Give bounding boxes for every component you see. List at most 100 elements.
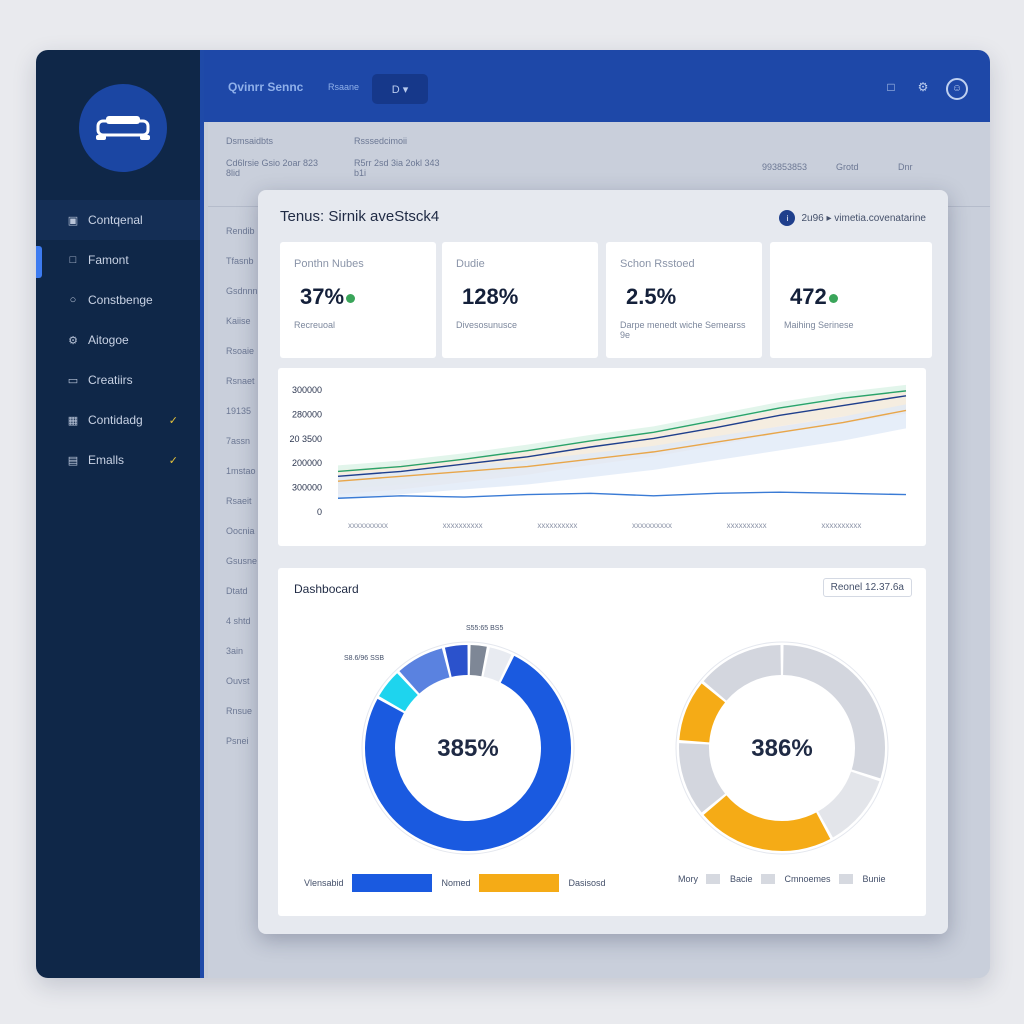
- background-list-item: Ouvst: [226, 676, 250, 686]
- kpi-value-text: 37%: [300, 284, 345, 309]
- sidebar-item-3[interactable]: ○ Constbenge: [36, 280, 200, 320]
- briefcase-icon: ▣: [67, 214, 79, 227]
- kpi-value: 128%: [462, 284, 518, 310]
- header-subtitle: Rsaane: [328, 82, 360, 92]
- legend-swatch: [706, 874, 720, 884]
- legend-left: Vlensabid Nomed Dasisosd: [304, 874, 614, 892]
- sidebar-item-4[interactable]: ⚙ Aitogoe: [36, 320, 200, 360]
- donut-slice[interactable]: [483, 647, 512, 682]
- sidebar-item-5[interactable]: ▭ Creatiirs: [36, 360, 200, 400]
- profile-icon[interactable]: ☺: [946, 78, 968, 100]
- gear-icon[interactable]: ⚙: [917, 80, 929, 94]
- sidebar-item-2[interactable]: □ Famont: [36, 240, 200, 280]
- sidebar-item-label: Contidadg: [88, 413, 143, 427]
- background-list-item: Gsdnnn: [226, 286, 258, 296]
- donut-slice[interactable]: [703, 794, 831, 851]
- donut-slice[interactable]: [444, 645, 469, 677]
- toolbar-item-1[interactable]: 993853853: [762, 162, 808, 172]
- donut-slice[interactable]: [817, 771, 880, 838]
- modal-meta[interactable]: i 2u96 ▸ vimetia.covenatarine: [779, 210, 926, 226]
- area-band: [338, 404, 906, 500]
- x-tick-label: xxxxxxxxxx: [443, 521, 483, 530]
- dashboard-title: Dashbocard: [294, 582, 359, 596]
- document-icon: □: [69, 254, 77, 266]
- kpi-subtext: Recreuoal: [294, 320, 336, 330]
- legend-swatch: [478, 874, 559, 892]
- x-tick-label: xxxxxxxxxx: [632, 521, 672, 530]
- filter-value-2: R5rr 2sd 3ia 2okl 343 b1i: [354, 158, 440, 178]
- legend-swatch: [351, 874, 432, 892]
- donut-callout: S8.6/96 SSB: [344, 655, 384, 662]
- header-title: Qvinrr Sennc: [228, 80, 304, 94]
- background-list-item: Psnei: [226, 736, 249, 746]
- background-list-item: 19135: [226, 406, 252, 416]
- y-tick-label: 20 3500: [289, 434, 322, 444]
- dashboard-badge[interactable]: Reonel 12.37.6a: [822, 578, 912, 597]
- sidebar-item-6[interactable]: ▦ Contidadg ✓: [36, 400, 200, 440]
- donut-slice[interactable]: [399, 648, 451, 694]
- header-dropdown-button[interactable]: D ▾: [372, 74, 428, 104]
- sidebar-item-label: Emalls: [88, 453, 125, 467]
- app-logo[interactable]: [79, 84, 167, 172]
- donut-slice[interactable]: [379, 673, 419, 712]
- background-list-item: Oocnia: [226, 526, 255, 536]
- background-list-item: Rsoaie: [226, 346, 255, 356]
- kpi-value-text: 2.5%: [626, 284, 677, 309]
- toolbar-item-2[interactable]: Grotd: [836, 162, 859, 172]
- x-tick-label: xxxxxxxxxx: [727, 521, 767, 530]
- donut-slice[interactable]: [469, 645, 487, 677]
- x-tick-label: xxxxxxxxxx: [821, 521, 861, 530]
- filter-label-2[interactable]: Rsssedcimoii: [354, 136, 408, 146]
- header-actions: □ ⚙ ☺: [882, 78, 968, 100]
- donut-slice[interactable]: [365, 655, 571, 851]
- kpi-card-4[interactable]: 472 Maihing Serinese: [770, 242, 932, 358]
- sidebar-item-7[interactable]: ▤ Emalls ✓: [36, 440, 200, 480]
- sidebar-item-label: Contqenal: [88, 213, 143, 227]
- check-icon: ✓: [168, 414, 178, 427]
- donut-chart-right: 386%: [675, 641, 889, 855]
- background-list-item: Rsnaet: [226, 376, 255, 386]
- legend-label: Mory: [678, 874, 698, 884]
- toolbar-item-3[interactable]: Dnr: [898, 162, 913, 172]
- sidebar-item-label: Constbenge: [88, 293, 153, 307]
- background-list-item: 7assn: [226, 436, 251, 446]
- line-chart-card: 300000 280000 20 3500 200000 300000 0 xxxxxxxx…: [278, 368, 926, 546]
- kpi-label: Dudie: [456, 258, 485, 270]
- kpi-label: Ponthn Nubes: [294, 258, 364, 270]
- kpi-card-1[interactable]: Ponthn Nubes 37% Recreuoal: [280, 242, 436, 358]
- background-list-item: 1mstao: [226, 466, 256, 476]
- legend-label: Dasisosd: [568, 878, 606, 888]
- car-icon: [96, 116, 150, 140]
- donut-slice[interactable]: [703, 645, 782, 702]
- background-list-item: 4 shtd: [226, 616, 251, 626]
- sidebar-item-label: Creatiirs: [88, 373, 133, 387]
- bell-icon[interactable]: □: [887, 80, 895, 94]
- donut-center-label: 386%: [751, 735, 812, 762]
- legend-label: Bunie: [862, 874, 886, 884]
- legend-label: Vlensabid: [304, 878, 344, 888]
- kpi-card-2[interactable]: Dudie 128% Divesosunusce: [442, 242, 598, 358]
- series-line: [337, 491, 907, 499]
- legend-right: Mory Bacie Cmnoemes Bunie: [678, 874, 894, 884]
- gear-icon: ⚙: [68, 334, 78, 347]
- donut-slice[interactable]: [679, 683, 726, 743]
- legend-label: Bacie: [730, 874, 753, 884]
- sidebar: ▣ Contqenal □ Famont ○ Constbenge ⚙ Aitogoe ▭ Cre…: [36, 50, 204, 978]
- kpi-value: 2.5%: [626, 284, 676, 310]
- donut-slice[interactable]: [679, 743, 726, 813]
- donut-center-label: 385%: [437, 735, 498, 762]
- background-list-item: Rsaeit: [226, 496, 252, 506]
- filter-value-1: Cd6lrsie Gsio 2oar 823 8lid: [226, 158, 319, 178]
- kpi-card-3[interactable]: Schon Rsstoed 2.5% Darpe menedt wiche Seme…: [606, 242, 762, 358]
- sidebar-item-label: Aitogoe: [88, 333, 129, 347]
- background-list-item: Tfasnb: [226, 256, 254, 266]
- trend-up-icon: [346, 293, 356, 303]
- donut-slice[interactable]: [782, 645, 885, 779]
- kpi-subtext: Darpe menedt wiche Semearss 9e: [620, 320, 746, 340]
- kpi-subtext: Divesosunusce: [456, 320, 518, 330]
- series-line: [337, 390, 907, 473]
- kpi-value: 37%: [300, 284, 356, 310]
- sidebar-item-1[interactable]: ▣ Contqenal: [36, 200, 200, 240]
- donut-outline: [675, 641, 889, 855]
- calendar-icon: ▦: [67, 414, 79, 427]
